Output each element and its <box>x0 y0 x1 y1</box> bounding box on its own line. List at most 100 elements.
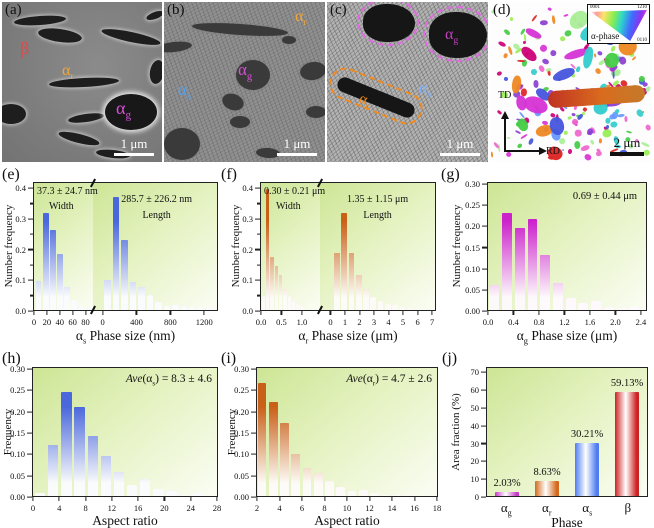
x-tick-mark <box>614 310 616 315</box>
histogram-bar <box>381 494 391 496</box>
grain-speck <box>559 35 566 42</box>
grain-speck <box>564 130 569 135</box>
histogram-bar <box>64 287 70 310</box>
y-axis: 0.0 0.1 0.2 0.3 0.4 <box>230 182 260 316</box>
grain-speck <box>598 137 603 143</box>
y-tick-label: 0.15 <box>465 242 480 253</box>
y-tick-label: 0.05 <box>10 470 25 481</box>
grain-speck <box>642 149 651 157</box>
grain-speck <box>582 111 586 116</box>
panel-tag-j: (j) <box>442 350 458 367</box>
histogram-bar <box>406 307 413 310</box>
y-tick-label: 30 <box>470 438 480 449</box>
y-tick-label: 0.1 <box>15 275 26 286</box>
y-tick-mark <box>481 389 486 391</box>
x-tick-mark <box>84 310 87 315</box>
grain-speck <box>609 121 618 129</box>
grain-speck <box>533 79 540 88</box>
ipf-corner-label: 1210 <box>637 5 647 10</box>
stat-annotation: 37.3 ± 24.7 nm <box>37 186 98 197</box>
y-tick-mark <box>28 187 33 189</box>
ipf-legend: 0001 1210 0110 α-phase <box>587 4 650 44</box>
grain-speck <box>502 28 511 36</box>
grain-speck <box>573 141 581 150</box>
panel-tag-a: (a) <box>5 2 22 18</box>
grain-speck <box>563 28 573 38</box>
y-tick-mark <box>481 460 486 462</box>
x-tick-label: 2.4 <box>635 317 647 327</box>
aspect-ratio-histogram: 2 4 6 8 10 12 14 16 18 <box>255 368 441 513</box>
y-tick-label: 0.2 <box>242 244 253 255</box>
histogram-bar <box>112 196 120 310</box>
histogram-bar <box>270 257 274 310</box>
x-tick-label: 0 <box>100 317 105 327</box>
grain-speck <box>548 49 558 58</box>
histogram-bar <box>126 485 138 496</box>
y-tick-label: 20 <box>470 456 480 467</box>
y-tick-mark <box>481 496 486 498</box>
grain-speck <box>550 14 556 24</box>
grain-speck <box>497 40 507 49</box>
y-tick-mark <box>482 204 487 206</box>
x-tick-mark <box>387 310 390 315</box>
y-tick-mark <box>251 453 256 455</box>
y-tick-mark <box>482 246 487 249</box>
y-tick-label: 70 <box>470 367 480 378</box>
y-tick-mark <box>481 442 486 445</box>
y-tick-mark <box>482 310 487 312</box>
stat-annotation: 0.30 ± 0.21 μm <box>264 186 326 197</box>
y-tick-label: 0.25 <box>10 385 25 396</box>
y-tick-label: 0.05 <box>465 284 480 295</box>
x-tick-label: 60 <box>68 317 77 327</box>
x-axis-label: αs Phase size (nm) <box>75 328 176 346</box>
y-tick-label: 10 <box>470 474 480 485</box>
area-fraction-bar <box>615 392 639 496</box>
rd-axis-label: RD <box>546 146 560 157</box>
y-tick-mark <box>28 310 33 312</box>
grain-speck <box>594 66 602 75</box>
ebsd-map-d: (d) 0001 1210 0110 α-phase TD RD 2 μm <box>490 2 652 162</box>
x-tick-label: 16 <box>133 503 143 513</box>
histogram-bar <box>61 391 72 496</box>
blob-shape <box>191 20 289 39</box>
y-tick-label: 60 <box>470 385 480 396</box>
x-tick-label: 8 <box>83 503 88 513</box>
bar-value-label: 59.13% <box>610 378 644 390</box>
grain-speck <box>529 68 538 76</box>
plot-frame: 0.0 0.4 0.8 1.2 1.6 2.0 2.4 0.69 ± 0.44 μm <box>483 182 647 327</box>
x-tick-mark <box>402 310 404 315</box>
lath-shape <box>57 129 101 148</box>
y-tick-label: 0.3 <box>15 213 26 224</box>
histogram-bar <box>274 266 279 310</box>
stat-annotation: 1.35 ± 1.15 μm <box>346 194 409 205</box>
y-tick-mark <box>251 496 256 498</box>
y-tick-mark <box>481 407 486 409</box>
rd-arrow <box>504 147 547 155</box>
lath-shape <box>37 26 83 45</box>
scale-bar-line <box>114 153 154 156</box>
histogram-bar <box>121 240 128 310</box>
grain-speck <box>574 129 583 138</box>
histogram-bar <box>616 308 627 310</box>
x-tick-label: 24 <box>186 503 195 513</box>
chart-alpha-r-aspect-ratio: (i) Frequency 0.00 0.05 0.10 0.15 0.20 0.25 0.… <box>219 350 441 528</box>
y-tick-mark <box>251 432 256 434</box>
grain-speck <box>590 139 596 145</box>
grain-speck <box>546 7 552 12</box>
y-minor-tick <box>257 295 260 297</box>
histogram-bar <box>377 300 384 310</box>
panel-tag-h: (h) <box>2 350 21 367</box>
y-tick-label: 0.30 <box>10 364 25 375</box>
histogram-bar <box>603 307 614 310</box>
y-tick-label: 0.30 <box>234 364 249 375</box>
x-tick-label: 0.5 <box>276 317 287 327</box>
y-tick-label: 0.20 <box>10 406 25 417</box>
y-tick-label: 0.15 <box>10 428 25 439</box>
y-minor-tick <box>30 233 33 235</box>
x-tick-label: 1.2 <box>559 317 570 327</box>
scale-bar-text: 2 μm <box>613 135 641 150</box>
x-tick-label: 12 <box>365 503 374 513</box>
x-tick-label: 10 <box>342 503 352 513</box>
histogram-bar <box>370 493 379 496</box>
x-tick-label: 5 <box>400 317 406 327</box>
